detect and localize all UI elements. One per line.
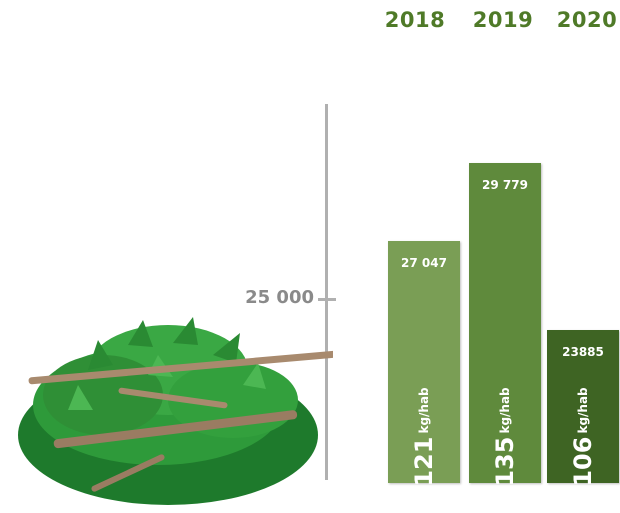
y-tick (318, 297, 336, 301)
year-label: 2020 (556, 8, 618, 32)
green-waste-bush-icon (18, 317, 333, 505)
per-capita-label: 135 kg/hab (469, 387, 541, 486)
per-capita-value: 121 (410, 436, 438, 487)
per-capita-unit: kg/hab (498, 387, 512, 434)
per-capita-value: 135 (491, 436, 519, 487)
bar-value-label: 29 779 (482, 178, 528, 193)
bar-value-label: 27 047 (401, 255, 447, 270)
per-capita-value: 106 (569, 436, 597, 487)
bar-2018: 27 047 121 kg/hab (388, 240, 460, 487)
y-axis-line (325, 104, 328, 480)
per-capita-unit: kg/hab (576, 387, 590, 434)
bar-2020: 23885 106 kg/hab (547, 330, 619, 487)
bar-2019: 29 779 135 kg/hab (469, 163, 541, 487)
bar-value-label: 23885 (562, 345, 604, 360)
per-capita-unit: kg/hab (417, 387, 431, 434)
year-label: 2019 (472, 8, 534, 32)
per-capita-label: 121 kg/hab (388, 387, 460, 486)
per-capita-label: 106 kg/hab (547, 387, 619, 486)
y-tick-label: 25 000 (245, 286, 314, 308)
year-label: 2018 (384, 8, 446, 32)
